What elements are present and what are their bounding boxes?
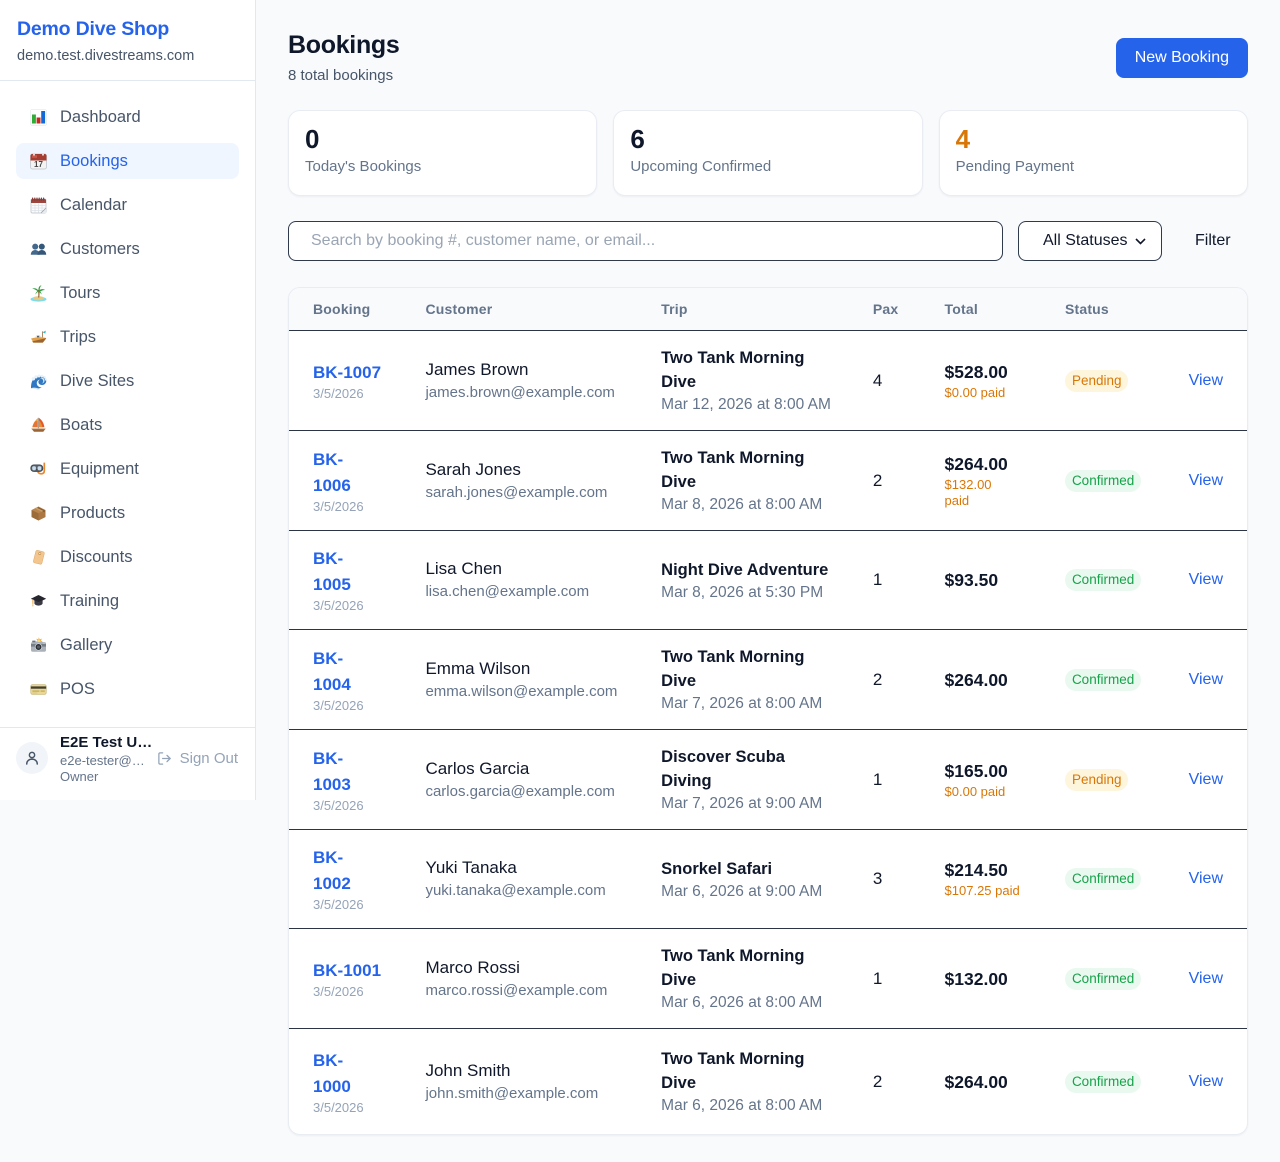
svg-text:17: 17 [34,160,43,169]
